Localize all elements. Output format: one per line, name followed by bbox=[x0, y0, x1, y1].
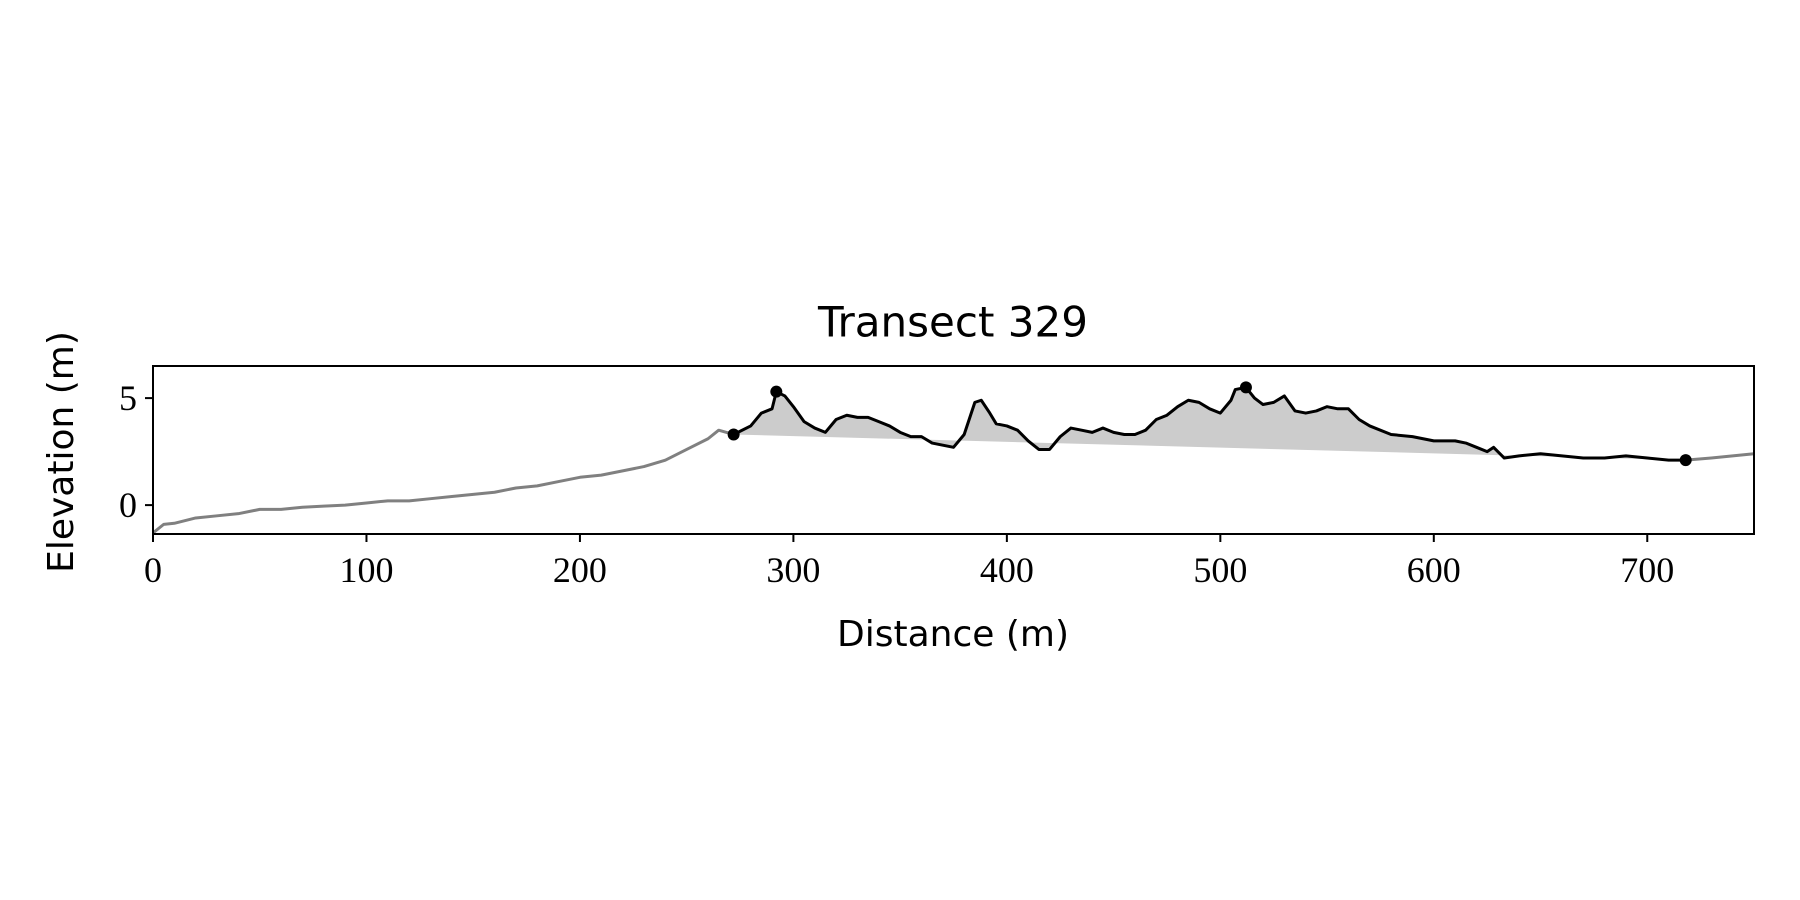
plot-frame bbox=[152, 365, 1755, 535]
fill-area bbox=[733, 387, 1686, 461]
x-tick-label: 0 bbox=[144, 550, 162, 590]
x-axis-label: Distance (m) bbox=[837, 614, 1069, 655]
chart-title: Transect 329 bbox=[817, 298, 1088, 347]
profile-line bbox=[152, 428, 1755, 535]
x-tick-label: 300 bbox=[766, 550, 820, 590]
x-tick-label: 700 bbox=[1620, 550, 1674, 590]
x-tick-label: 400 bbox=[980, 550, 1034, 590]
marker bbox=[1239, 381, 1252, 394]
x-tick-label: 500 bbox=[1193, 550, 1247, 590]
marker bbox=[770, 385, 783, 398]
marker bbox=[727, 428, 740, 441]
marker bbox=[1679, 454, 1692, 467]
x-tick-label: 100 bbox=[339, 550, 393, 590]
profile-line bbox=[732, 385, 1686, 462]
x-tick-label: 200 bbox=[553, 550, 607, 590]
x-tick-label: 600 bbox=[1407, 550, 1461, 590]
y-tick-label: 5 bbox=[119, 378, 137, 418]
y-axis-label: Elevation (m) bbox=[41, 331, 82, 573]
y-tick-label: 0 bbox=[119, 485, 137, 525]
